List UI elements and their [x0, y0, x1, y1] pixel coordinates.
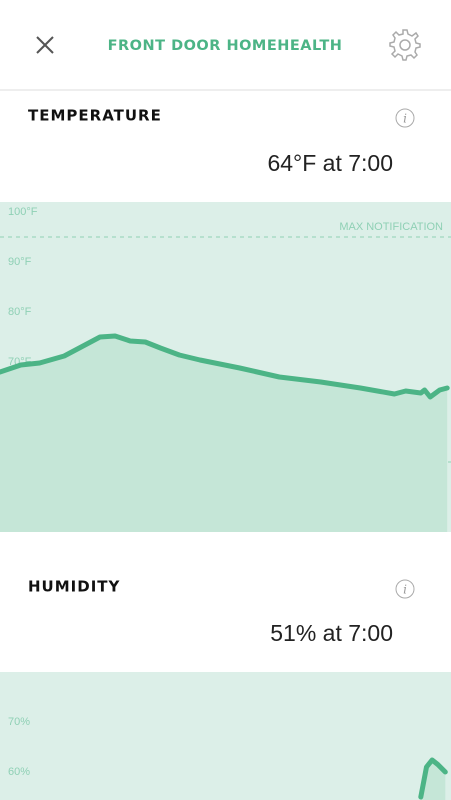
info-icon [395, 579, 415, 599]
threshold-label: MAX NOTIFICATION [339, 221, 443, 233]
line [418, 757, 448, 800]
section-title: HUMIDITY [28, 578, 121, 596]
info-button[interactable]: i [395, 108, 415, 128]
line [0, 333, 450, 400]
current-reading: 51% at 7:00 [270, 620, 393, 646]
section-title: TEMPERATURE [28, 107, 162, 125]
page-title: FRONT DOOR HOMEHEALTH [108, 38, 343, 54]
close-button[interactable] [36, 36, 54, 54]
y-tick-label: 60% [8, 766, 30, 778]
y-tick-label: 90°F [8, 256, 32, 268]
y-tick-label: 80°F [8, 306, 32, 318]
info-glyph: i [403, 583, 407, 597]
current-reading: 64°F at 7:00 [267, 150, 393, 176]
plot-background [0, 672, 451, 800]
settings-button[interactable] [389, 29, 421, 61]
plot: 70% 60% [8, 716, 448, 800]
info-icon [395, 108, 415, 128]
info-button[interactable]: i [395, 579, 415, 599]
info-glyph: i [403, 112, 407, 126]
y-tick-label: 100°F [8, 206, 38, 218]
y-tick-label: 70% [8, 716, 30, 728]
plot: MAX NOTIFICATIONMIN NOTIFICATION100°F90°… [0, 206, 451, 532]
